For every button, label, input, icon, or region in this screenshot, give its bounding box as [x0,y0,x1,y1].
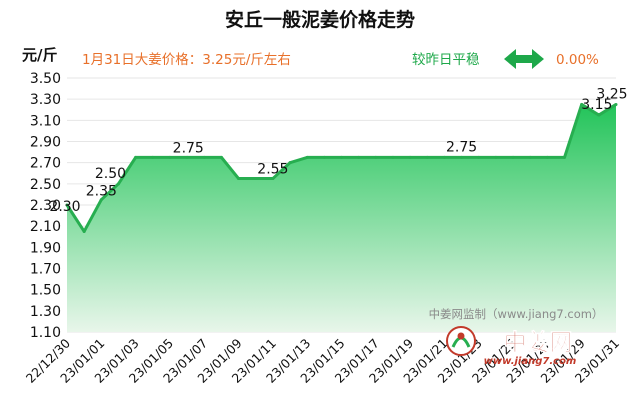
data-point [545,155,549,159]
current-price-text: 1月31日大姜价格：3.25元/斤左右 [82,52,291,68]
watermark-source: 中姜网监制（www.jiang7.com） [429,307,604,321]
change-percent-text: 0.00% [556,52,599,68]
data-point [322,155,326,159]
data-point [116,182,120,186]
data-point [580,102,584,106]
y-tick-label: 1.10 [30,325,61,341]
data-label: 2.50 [95,166,126,182]
data-point [460,155,464,159]
data-point [305,155,309,159]
data-point [614,102,618,106]
data-point [340,155,343,159]
data-point [99,198,103,202]
data-point [202,155,206,159]
data-point [391,155,395,159]
data-point [477,155,481,159]
y-tick-label: 1.90 [30,240,61,256]
data-label: 2.35 [86,184,117,200]
data-point [288,161,292,165]
y-tick-label: 1.50 [30,283,61,299]
data-label: 2.30 [49,199,80,215]
data-label: 2.55 [257,162,288,178]
data-point [511,155,515,159]
chart-title: 安丘一般泥姜价格走势 [225,8,415,31]
ginger-logo-icon [446,326,476,356]
data-point [168,155,172,159]
y-axis-unit: 元/斤 [22,46,57,64]
data-point [185,155,189,159]
y-tick-label: 2.10 [30,219,61,235]
y-tick-label: 1.70 [30,262,61,278]
double-arrow-icon [504,49,544,69]
data-label: 3.15 [581,97,612,113]
y-axis-ticks: 1.10 1.30 1.50 1.70 1.90 2.10 2.30 2.50 2.70 2.90… [30,71,61,341]
logo-text: 中姜网 [504,329,573,356]
y-tick-label: 2.50 [30,177,61,193]
y-tick-label: 3.50 [30,71,61,87]
data-point [425,155,429,159]
data-point [563,155,567,159]
data-point [597,113,601,117]
data-point [134,155,138,159]
y-tick-label: 2.70 [30,156,61,172]
trend-text: 较昨日平稳 [412,52,480,68]
data-label: 2.75 [173,140,204,156]
area-fill [67,104,616,333]
y-tick-label: 2.30 [30,198,61,214]
y-tick-label: 3.30 [30,92,61,108]
price-area [65,102,618,333]
data-point [357,155,361,159]
data-labels: 2.30 2.35 2.50 2.75 2.55 2.75 3.153.25 [49,86,627,215]
y-tick-label: 2.90 [30,135,61,151]
data-point [237,177,241,181]
site-logo: 中姜网 www.jiang7.com [446,326,577,367]
data-point [374,155,378,159]
data-point [528,155,532,159]
data-point [271,177,275,181]
logo-url: www.jiang7.com [484,356,577,367]
data-point [442,155,446,159]
data-point [151,155,155,159]
data-point [82,229,86,233]
data-point [219,155,223,159]
data-point [254,177,258,181]
data-label: 2.75 [446,139,477,155]
y-tick-label: 3.10 [30,113,61,129]
data-point [408,155,412,159]
y-tick-label: 1.30 [30,304,61,320]
data-point [494,155,498,159]
data-point [65,203,69,207]
data-label: 3.25 [596,86,627,102]
